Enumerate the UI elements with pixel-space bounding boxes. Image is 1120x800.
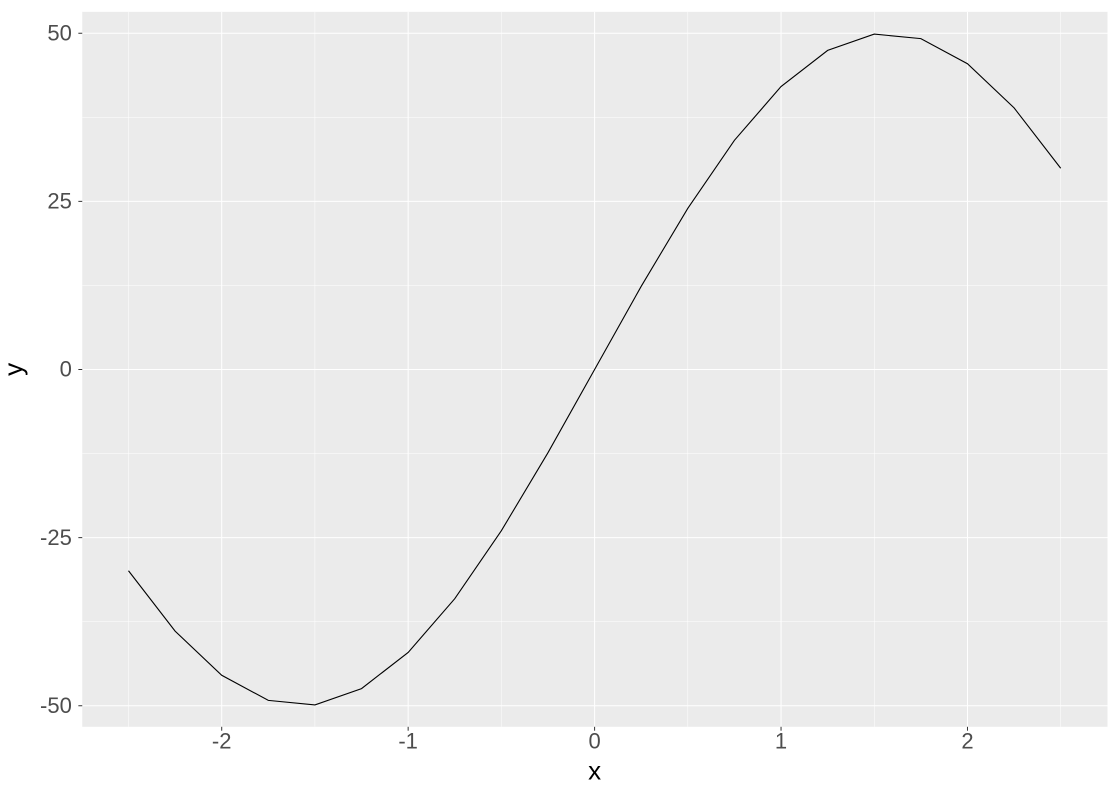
svg-text:2: 2: [961, 729, 973, 754]
svg-text:0: 0: [588, 729, 600, 754]
svg-text:-2: -2: [212, 729, 232, 754]
svg-text:-25: -25: [40, 525, 72, 550]
svg-text:1: 1: [775, 729, 787, 754]
svg-text:y: y: [0, 363, 28, 376]
svg-text:50: 50: [47, 20, 71, 45]
svg-text:-50: -50: [40, 693, 72, 718]
svg-text:0: 0: [60, 357, 72, 382]
svg-text:x: x: [588, 756, 601, 786]
svg-text:25: 25: [47, 189, 71, 214]
svg-text:-1: -1: [398, 729, 418, 754]
